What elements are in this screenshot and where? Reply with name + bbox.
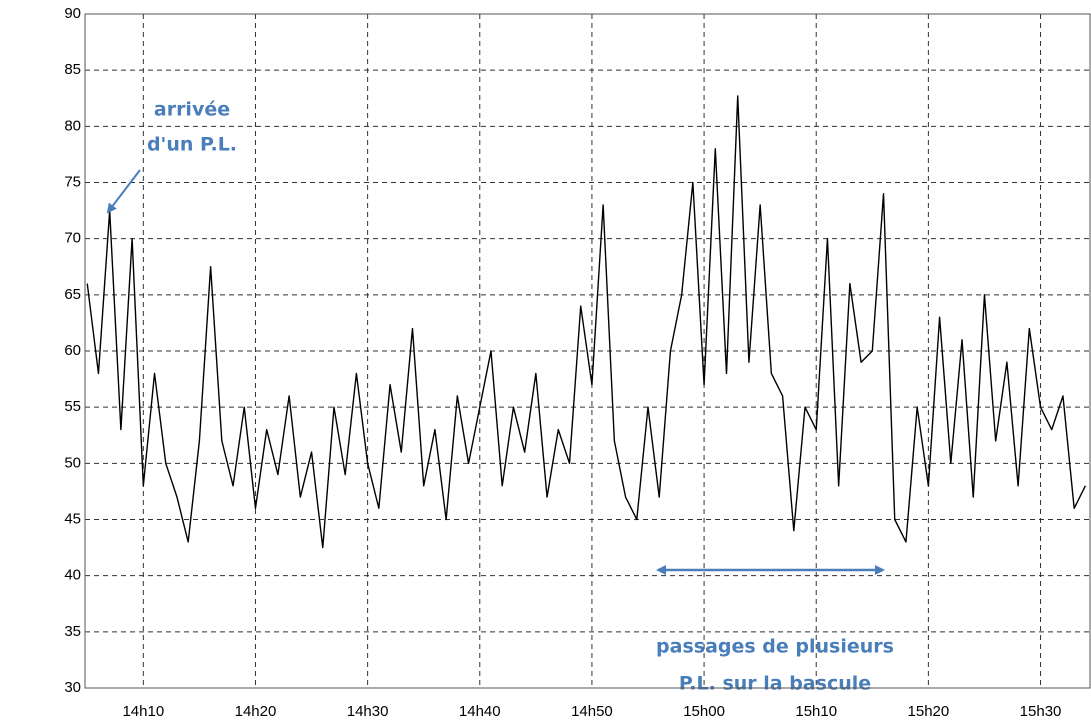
y-tick-label: 45: [64, 510, 81, 527]
y-tick-label: 50: [64, 454, 81, 471]
x-tick-label: 14h40: [459, 703, 501, 720]
annotation: passages de plusieurs: [656, 636, 894, 658]
x-tick-label: 15h30: [1020, 703, 1062, 720]
y-tick-label: 80: [64, 117, 81, 134]
x-tick-label: 14h10: [122, 703, 164, 720]
y-tick-label: 35: [64, 623, 81, 640]
y-tick-label: 60: [64, 342, 81, 359]
y-tick-label: 65: [64, 286, 81, 303]
y-tick-label: 55: [64, 398, 81, 415]
y-tick-label: 85: [64, 61, 81, 78]
x-tick-label: 15h20: [908, 703, 950, 720]
x-tick-label: 14h30: [347, 703, 389, 720]
annotation: arrivée: [154, 99, 230, 121]
annotation: P.L. sur la bascule: [679, 673, 871, 695]
y-tick-label: 30: [64, 679, 81, 696]
y-tick-label: 75: [64, 173, 81, 190]
x-tick-label: 14h50: [571, 703, 613, 720]
x-tick-label: 14h20: [235, 703, 277, 720]
x-tick-label: 15h10: [795, 703, 837, 720]
line-series: [86, 95, 1087, 549]
annotation: d'un P.L.: [147, 134, 237, 156]
x-tick-label: 15h00: [683, 703, 725, 720]
annotation-arrow: [106, 169, 141, 214]
y-tick-label: 90: [64, 5, 81, 22]
y-tick-label: 70: [64, 230, 81, 247]
y-tick-label: 40: [64, 567, 81, 584]
plot-frame: [84, 13, 1091, 689]
